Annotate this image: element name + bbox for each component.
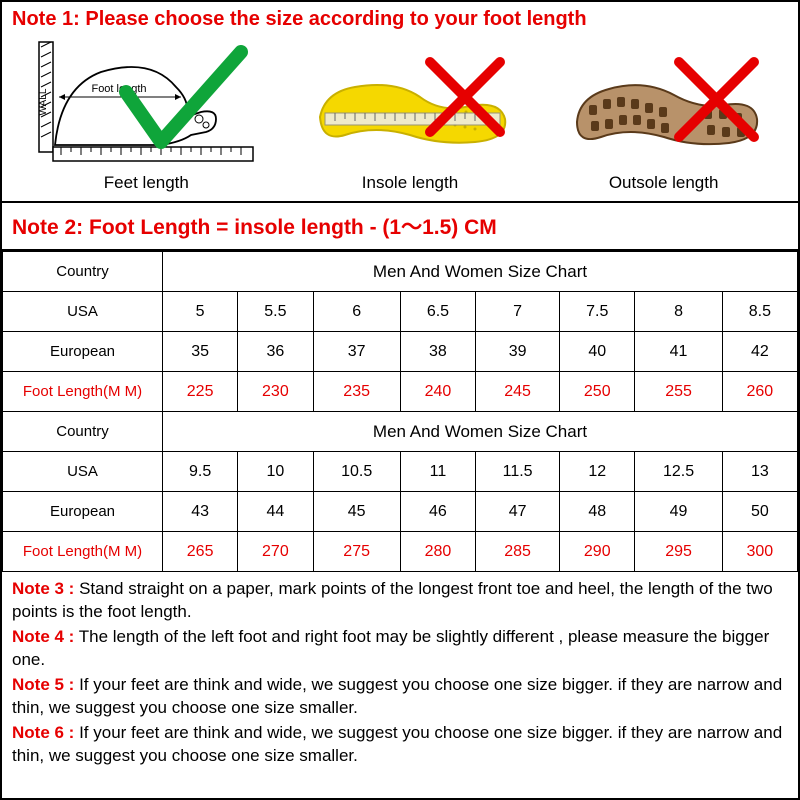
cell: 245 <box>476 372 560 412</box>
cell: 280 <box>400 532 475 572</box>
cell: 40 <box>560 332 635 372</box>
note-6-label: Note 6 : <box>12 723 74 742</box>
size-chart-table: Country Men And Women Size Chart USA 5 5… <box>2 251 798 572</box>
cell: 44 <box>238 492 313 532</box>
cell: 39 <box>476 332 560 372</box>
cell: 36 <box>238 332 313 372</box>
cell: 275 <box>313 532 400 572</box>
chart-title: Men And Women Size Chart <box>163 412 798 452</box>
cell: 42 <box>722 332 797 372</box>
cell: 50 <box>722 492 797 532</box>
note-6: Note 6 : If your feet are think and wide… <box>12 722 788 768</box>
usa-header: USA <box>3 452 163 492</box>
note-1-text: Please choose the size according to your… <box>85 8 586 30</box>
note-4-text: The length of the left foot and right fo… <box>12 627 769 669</box>
cell: 235 <box>313 372 400 412</box>
cell: 6.5 <box>400 292 475 332</box>
svg-text:WALL: WALL <box>38 88 49 115</box>
cell: 49 <box>635 492 722 532</box>
note-4: Note 4 : The length of the left foot and… <box>12 626 788 672</box>
diagram-outsole: Outsole length <box>559 57 769 193</box>
note-5-text: If your feet are think and wide, we sugg… <box>12 675 782 717</box>
cell: 12.5 <box>635 452 722 492</box>
size-chart-container: Note 1: Please choose the size according… <box>0 0 800 800</box>
cell: 240 <box>400 372 475 412</box>
foot-length-header: Foot Length(M M) <box>3 372 163 412</box>
cell: 41 <box>635 332 722 372</box>
european-header: European <box>3 492 163 532</box>
cell: 7 <box>476 292 560 332</box>
table-row: Foot Length(M M) 225 230 235 240 245 250… <box>3 372 798 412</box>
cell: 270 <box>238 532 313 572</box>
cell: 45 <box>313 492 400 532</box>
outsole-icon <box>559 57 769 167</box>
cell: 285 <box>476 532 560 572</box>
table-row: USA 9.5 10 10.5 11 11.5 12 12.5 13 <box>3 452 798 492</box>
note-3: Note 3 : Stand straight on a paper, mark… <box>12 578 788 624</box>
cell: 5.5 <box>238 292 313 332</box>
cell: 230 <box>238 372 313 412</box>
note-4-label: Note 4 : <box>12 627 74 646</box>
note-2-label: Note 2: <box>12 216 83 239</box>
european-header: European <box>3 332 163 372</box>
table-row: USA 5 5.5 6 6.5 7 7.5 8 8.5 <box>3 292 798 332</box>
diagram-insole: Insole length <box>300 57 520 193</box>
cell: 255 <box>635 372 722 412</box>
cell: 8 <box>635 292 722 332</box>
cell: 8.5 <box>722 292 797 332</box>
cell: 10 <box>238 452 313 492</box>
cell: 300 <box>722 532 797 572</box>
table-row: Country Men And Women Size Chart <box>3 252 798 292</box>
outsole-length-label: Outsole length <box>609 173 719 193</box>
country-header: Country <box>3 252 163 292</box>
cell: 35 <box>163 332 238 372</box>
feet-length-label: Feet length <box>104 173 189 193</box>
cell: 6 <box>313 292 400 332</box>
table-row: Country Men And Women Size Chart <box>3 412 798 452</box>
cell: 265 <box>163 532 238 572</box>
diagrams-row: WALL <box>2 33 798 203</box>
cell: 11 <box>400 452 475 492</box>
cell: 11.5 <box>476 452 560 492</box>
cell: 43 <box>163 492 238 532</box>
cell: 10.5 <box>313 452 400 492</box>
chart-title: Men And Women Size Chart <box>163 252 798 292</box>
note-6-text: If your feet are think and wide, we sugg… <box>12 723 782 765</box>
cell: 7.5 <box>560 292 635 332</box>
feet-length-icon: WALL <box>31 37 261 167</box>
cell: 5 <box>163 292 238 332</box>
note-5-label: Note 5 : <box>12 675 74 694</box>
cell: 46 <box>400 492 475 532</box>
table-row: European 35 36 37 38 39 40 41 42 <box>3 332 798 372</box>
note-2: Note 2: Foot Length = insole length - (1… <box>2 203 798 251</box>
cell: 13 <box>722 452 797 492</box>
cell: 37 <box>313 332 400 372</box>
note-2-text: Foot Length = insole length - (1～1.5) CM <box>89 216 497 239</box>
svg-text:Foot length: Foot length <box>92 83 147 95</box>
cell: 48 <box>560 492 635 532</box>
cell: 260 <box>722 372 797 412</box>
cell: 250 <box>560 372 635 412</box>
note-3-label: Note 3 : <box>12 579 74 598</box>
note-1: Note 1: Please choose the size according… <box>2 2 798 33</box>
bottom-notes: Note 3 : Stand straight on a paper, mark… <box>2 572 798 778</box>
note-3-text: Stand straight on a paper, mark points o… <box>12 579 773 621</box>
table-row: Foot Length(M M) 265 270 275 280 285 290… <box>3 532 798 572</box>
cell: 9.5 <box>163 452 238 492</box>
country-header: Country <box>3 412 163 452</box>
table-row: European 43 44 45 46 47 48 49 50 <box>3 492 798 532</box>
cell: 47 <box>476 492 560 532</box>
cell: 225 <box>163 372 238 412</box>
cell: 290 <box>560 532 635 572</box>
note-1-label: Note 1: <box>12 8 80 30</box>
usa-header: USA <box>3 292 163 332</box>
insole-icon <box>300 57 520 167</box>
note-5: Note 5 : If your feet are think and wide… <box>12 674 788 720</box>
foot-length-header: Foot Length(M M) <box>3 532 163 572</box>
cell: 12 <box>560 452 635 492</box>
insole-length-label: Insole length <box>362 173 458 193</box>
cell: 38 <box>400 332 475 372</box>
cell: 295 <box>635 532 722 572</box>
diagram-feet: WALL <box>31 37 261 193</box>
